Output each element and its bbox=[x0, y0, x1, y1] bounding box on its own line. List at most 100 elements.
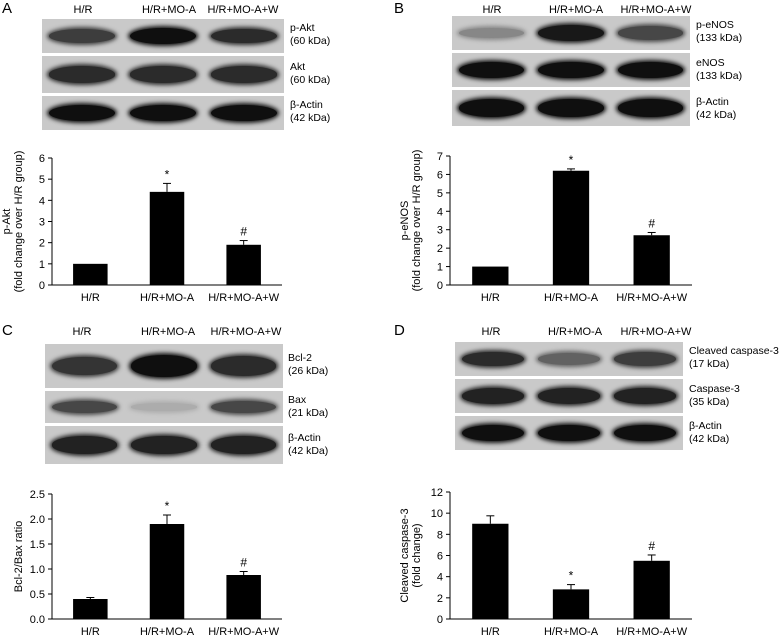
lane-label: H/R+MO-A bbox=[548, 4, 604, 16]
blot-band bbox=[461, 424, 525, 442]
western-blot-strip bbox=[452, 90, 690, 126]
blot-label: β-Actin (42 kDa) bbox=[696, 96, 737, 121]
bar-chart: 0 1 2 3 4 5 6 p-Akt (fold change over H/R group)… bbox=[1, 151, 282, 304]
blot-band bbox=[459, 61, 525, 79]
blot-band bbox=[131, 355, 197, 377]
significance-marker: # bbox=[240, 556, 247, 570]
lane-label: H/R+MO-A bbox=[141, 4, 197, 16]
panel-d: D H/R H/R+MO-A H/R+MO-A+W Cleaved caspas… bbox=[392, 322, 784, 643]
x-tick-label: H/R+MO-A+W bbox=[616, 292, 688, 304]
blot-band bbox=[537, 388, 601, 404]
blot-band bbox=[617, 61, 683, 79]
y-tick-label: 8 bbox=[437, 529, 443, 541]
y-tick-label: 1.5 bbox=[30, 539, 45, 551]
bar bbox=[149, 524, 185, 619]
blot-band bbox=[210, 66, 277, 83]
bar bbox=[472, 266, 509, 285]
bar bbox=[633, 560, 670, 619]
western-blot-strip bbox=[42, 56, 284, 93]
blot-band bbox=[461, 388, 525, 404]
y-axis-title: p-eNOS bbox=[399, 201, 411, 241]
blot-label: p-Akt (60 kDa) bbox=[290, 22, 331, 47]
y-tick-label: 2.5 bbox=[30, 489, 45, 501]
blot-label: Cleaved caspase-3 (17 kDa) bbox=[689, 345, 779, 370]
blot-label: β-Actin (42 kDa) bbox=[288, 432, 329, 457]
y-tick-label: 3 bbox=[437, 225, 443, 237]
western-blot-strip bbox=[45, 426, 283, 464]
y-tick-label: 5 bbox=[39, 174, 45, 186]
lane-label: H/R+MO-A bbox=[140, 326, 196, 338]
lane-label: H/R bbox=[482, 4, 502, 16]
blot-label: Caspase-3 (35 kDa) bbox=[689, 383, 740, 408]
y-tick-label: 10 bbox=[431, 508, 443, 520]
blot-band bbox=[210, 104, 277, 122]
y-axis-title: Bcl-2/Bax ratio bbox=[13, 521, 25, 593]
x-tick-label: H/R+MO-A+W bbox=[208, 626, 280, 638]
western-blot-strip bbox=[452, 16, 690, 50]
blot-band bbox=[617, 26, 683, 40]
y-tick-label: 7 bbox=[437, 151, 443, 163]
y-tick-label: 4 bbox=[437, 206, 443, 218]
blot-band bbox=[617, 99, 683, 117]
panel-c: C H/R H/R+MO-A H/R+MO-A+W Bcl-2 (26 kDa) … bbox=[0, 322, 392, 643]
bar bbox=[73, 263, 108, 285]
blot-band bbox=[52, 436, 118, 454]
significance-marker: * bbox=[165, 499, 170, 513]
y-axis-title: (fold change over H/R group) bbox=[411, 150, 423, 292]
blot-band bbox=[613, 424, 677, 442]
x-tick-label: H/R bbox=[81, 292, 100, 304]
blot-band bbox=[131, 403, 197, 411]
blot-band bbox=[538, 99, 604, 117]
y-tick-label: 2 bbox=[437, 593, 443, 605]
y-tick-label: 2.0 bbox=[30, 514, 45, 526]
bar-chart: 0 2 4 6 8 10 12 Cleaved caspase-3 (fold change) H… bbox=[399, 487, 692, 638]
western-blot-strip bbox=[45, 344, 283, 388]
y-tick-label: 12 bbox=[431, 487, 443, 499]
y-tick-label: 5 bbox=[437, 188, 443, 200]
significance-marker: * bbox=[569, 569, 574, 583]
blot-label: β-Actin (42 kDa) bbox=[689, 420, 730, 445]
blot-band bbox=[129, 27, 197, 45]
significance-marker: # bbox=[240, 225, 247, 239]
y-tick-label: 0 bbox=[39, 280, 45, 292]
blot-band bbox=[129, 66, 197, 83]
x-tick-label: H/R+MO-A+W bbox=[616, 626, 688, 638]
lane-label: H/R+MO-A+W bbox=[620, 4, 692, 16]
y-tick-label: 4 bbox=[437, 572, 443, 584]
blot-band bbox=[538, 25, 604, 41]
western-blot-strip bbox=[452, 53, 690, 87]
x-tick-label: H/R bbox=[81, 626, 100, 638]
bar bbox=[226, 244, 261, 285]
blot-band bbox=[49, 66, 116, 83]
lane-label: H/R+MO-A+W bbox=[210, 326, 282, 338]
significance-marker: * bbox=[569, 153, 574, 167]
blot-band bbox=[613, 352, 677, 366]
panel-letter: B bbox=[394, 0, 405, 17]
y-tick-label: 6 bbox=[437, 551, 443, 563]
y-tick-label: 1.0 bbox=[30, 564, 45, 576]
y-tick-label: 0 bbox=[437, 614, 443, 626]
lane-label: H/R+MO-A+W bbox=[620, 326, 692, 338]
blot-band bbox=[537, 353, 601, 365]
blot-band bbox=[461, 351, 525, 367]
x-tick-label: H/R bbox=[481, 626, 500, 638]
blot-label: β-Actin (42 kDa) bbox=[290, 99, 331, 124]
y-tick-label: 6 bbox=[437, 169, 443, 181]
blot-band bbox=[52, 400, 118, 414]
western-blot-strip bbox=[42, 19, 284, 53]
western-blot-strip bbox=[455, 379, 683, 413]
x-tick-label: H/R+MO-A bbox=[544, 626, 599, 638]
blot-band bbox=[210, 356, 276, 376]
y-tick-label: 0.0 bbox=[30, 614, 45, 626]
blot-band bbox=[538, 61, 604, 79]
bar bbox=[552, 170, 590, 285]
lane-label: H/R bbox=[73, 4, 93, 16]
x-tick-label: H/R bbox=[481, 292, 500, 304]
bar bbox=[633, 235, 670, 285]
y-tick-label: 0.5 bbox=[30, 589, 45, 601]
panel-letter: C bbox=[2, 322, 13, 339]
y-tick-label: 1 bbox=[39, 259, 45, 271]
bar-chart: 0 1 2 3 4 5 6 7 p-eNOS (fold change over H/R grou… bbox=[399, 150, 692, 304]
lane-label: H/R+MO-A+W bbox=[207, 4, 279, 16]
significance-marker: # bbox=[648, 539, 655, 553]
